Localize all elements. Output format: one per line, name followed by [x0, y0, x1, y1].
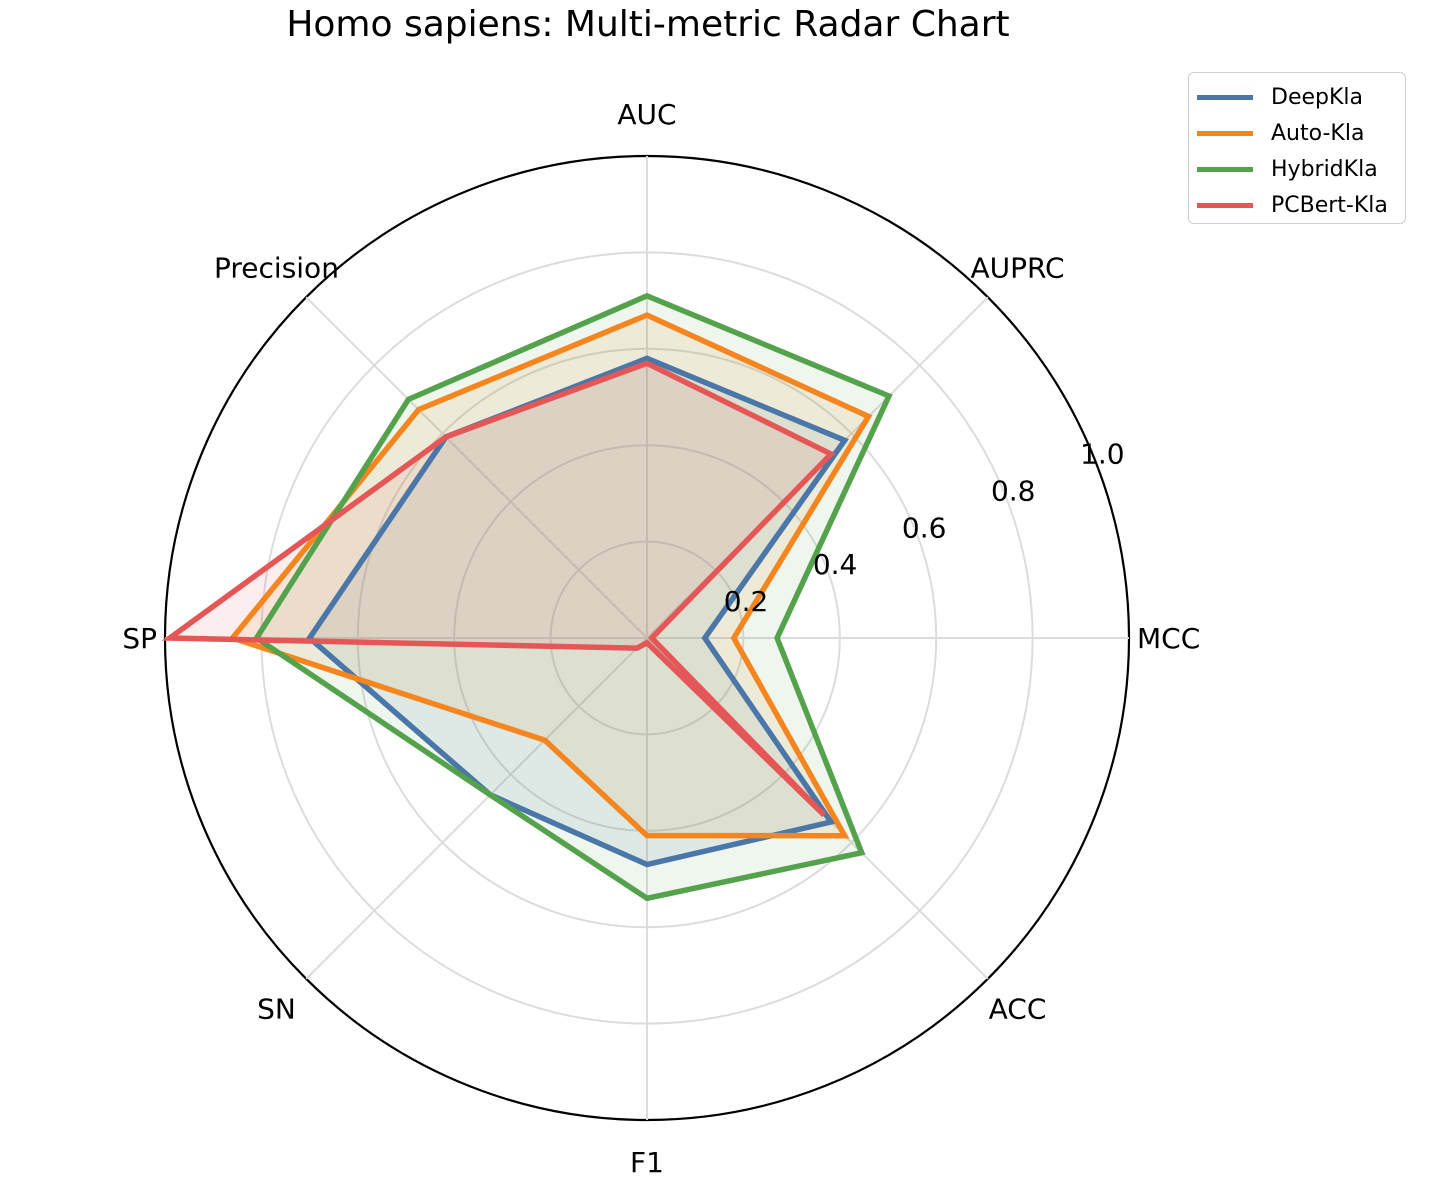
legend-item-hybridkla: HybridKla	[1189, 151, 1405, 187]
spoke-precision	[305, 296, 648, 639]
series-fill-layer	[169, 295, 890, 899]
axis-label-sp: SP	[122, 622, 157, 655]
legend-label: DeepKla	[1271, 84, 1363, 110]
r-tick-label: 0.4	[813, 548, 858, 581]
legend-label: HybridKla	[1271, 156, 1378, 182]
r-tick-label: 0.2	[724, 585, 769, 618]
series-line-pcbert-kla	[161, 360, 836, 818]
legend: DeepKla Auto-Kla HybridKla PCBert-Kla	[1188, 72, 1406, 224]
series-fill-deepkla	[309, 358, 845, 865]
legend-item-pcbert-kla: PCBert-Kla	[1189, 187, 1405, 223]
axis-label-layer: MCC AUPRC AUC Precision SP SN F1 ACC	[122, 98, 1200, 1179]
series-fill-pcbert-kla	[169, 363, 832, 816]
axis-label-sn: SN	[257, 993, 296, 1026]
r-tick-label: 0.8	[991, 474, 1036, 507]
legend-item-auto-kla: Auto-Kla	[1189, 115, 1405, 151]
r-tick-label: 1.0	[1080, 438, 1125, 471]
legend-label: Auto-Kla	[1271, 120, 1365, 146]
legend-label: PCBert-Kla	[1271, 192, 1388, 218]
axis-label-auprc: AUPRC	[970, 251, 1064, 284]
legend-swatch	[1197, 94, 1253, 100]
r-tick-label: 0.6	[902, 511, 947, 544]
legend-item-deepkla: DeepKla	[1189, 79, 1405, 115]
legend-swatch	[1197, 130, 1253, 136]
chart-title: Homo sapiens: Multi-metric Radar Chart	[286, 4, 1010, 45]
axis-label-precision: Precision	[214, 251, 339, 284]
series-line-layer	[161, 292, 893, 902]
legend-swatch	[1197, 202, 1253, 208]
tick-layer: 0.2 0.4 0.6 0.8 1.0	[724, 438, 1125, 619]
axis-label-f1: F1	[630, 1146, 664, 1179]
spoke-sn	[305, 637, 648, 980]
axis-label-mcc: MCC	[1137, 622, 1200, 655]
legend-swatch	[1197, 166, 1253, 172]
axis-label-auc: AUC	[617, 98, 676, 131]
series-fill-hybridkla	[256, 295, 890, 899]
axis-label-acc: ACC	[989, 993, 1047, 1026]
